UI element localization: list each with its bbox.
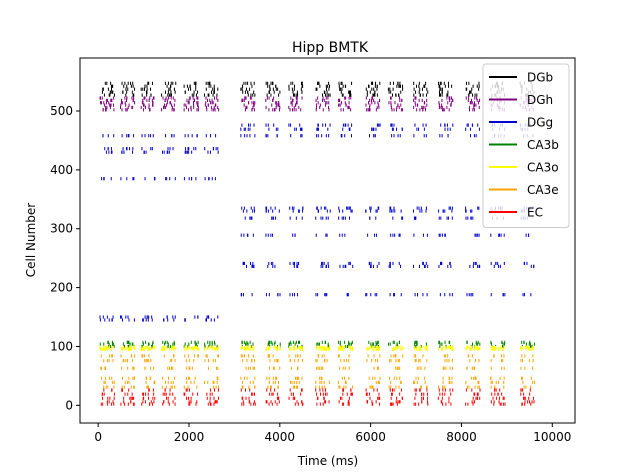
series-ca3b — [99, 340, 535, 349]
y-axis: 0 100 200 300 400 500 — [50, 104, 80, 412]
y-tick-label: 0 — [65, 398, 73, 412]
series-dgb — [101, 81, 535, 97]
legend-box — [482, 63, 570, 228]
x-tick-label: 6000 — [355, 430, 386, 444]
spike-marks — [99, 81, 536, 406]
series-dgg — [99, 123, 535, 322]
x-tick-label: 8000 — [446, 430, 477, 444]
legend-label: DGb — [527, 71, 553, 85]
series-ec — [100, 388, 535, 406]
y-tick-label: 500 — [50, 104, 73, 118]
legend-label: DGg — [527, 116, 553, 130]
x-axis-label: Time (ms) — [297, 454, 359, 468]
y-axis-label: Cell Number — [24, 203, 38, 278]
y-tick-label: 300 — [50, 222, 73, 236]
legend-label: CA3b — [527, 138, 559, 152]
y-tick-label: 200 — [50, 281, 73, 295]
legend-label: CA3e — [527, 183, 559, 197]
x-tick-label: 0 — [94, 430, 102, 444]
series-ca3o — [99, 345, 534, 352]
x-tick-label: 4000 — [265, 430, 296, 444]
x-axis: 0 2000 4000 6000 8000 10000 — [94, 423, 571, 444]
x-tick-label: 2000 — [174, 430, 205, 444]
series-dgh — [99, 96, 534, 112]
y-tick-label: 100 — [50, 339, 73, 353]
legend-label: EC — [527, 206, 543, 220]
y-tick-label: 400 — [50, 163, 73, 177]
x-tick-label: 10000 — [533, 430, 571, 444]
chart-title: Hipp BMTK — [292, 40, 369, 56]
series-ca3e — [100, 354, 536, 389]
legend-label: DGh — [527, 93, 553, 107]
legend-label: CA3o — [527, 161, 559, 175]
legend: DGb DGh DGg CA3b CA3o CA3e EC — [482, 63, 570, 228]
plot-frame — [79, 57, 576, 424]
